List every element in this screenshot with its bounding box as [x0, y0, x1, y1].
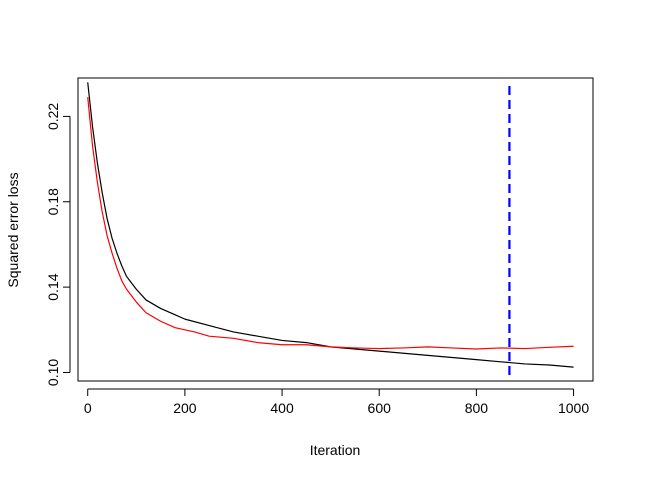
x-tick-label: 0	[84, 400, 92, 416]
x-axis: 0 200 400 600 800 1000	[84, 388, 589, 416]
y-tick-label: 0.14	[45, 273, 61, 300]
x-tick-label: 400	[270, 400, 294, 416]
y-axis-label: Squared error loss	[5, 172, 21, 287]
x-axis-label: Iteration	[310, 442, 361, 458]
x-tick-label: 800	[465, 400, 489, 416]
series-line-2	[87, 97, 574, 350]
x-tick-label: 1000	[558, 400, 589, 416]
series-line-1	[87, 82, 574, 368]
x-tick-label: 200	[173, 400, 197, 416]
y-tick-label: 0.18	[45, 188, 61, 215]
y-axis: 0.10 0.14 0.18 0.22	[45, 103, 71, 386]
y-tick-label: 0.22	[45, 103, 61, 130]
plot-box	[77, 77, 594, 382]
series-layer	[87, 82, 574, 368]
y-tick-label: 0.10	[45, 359, 61, 386]
x-tick-label: 600	[368, 400, 392, 416]
